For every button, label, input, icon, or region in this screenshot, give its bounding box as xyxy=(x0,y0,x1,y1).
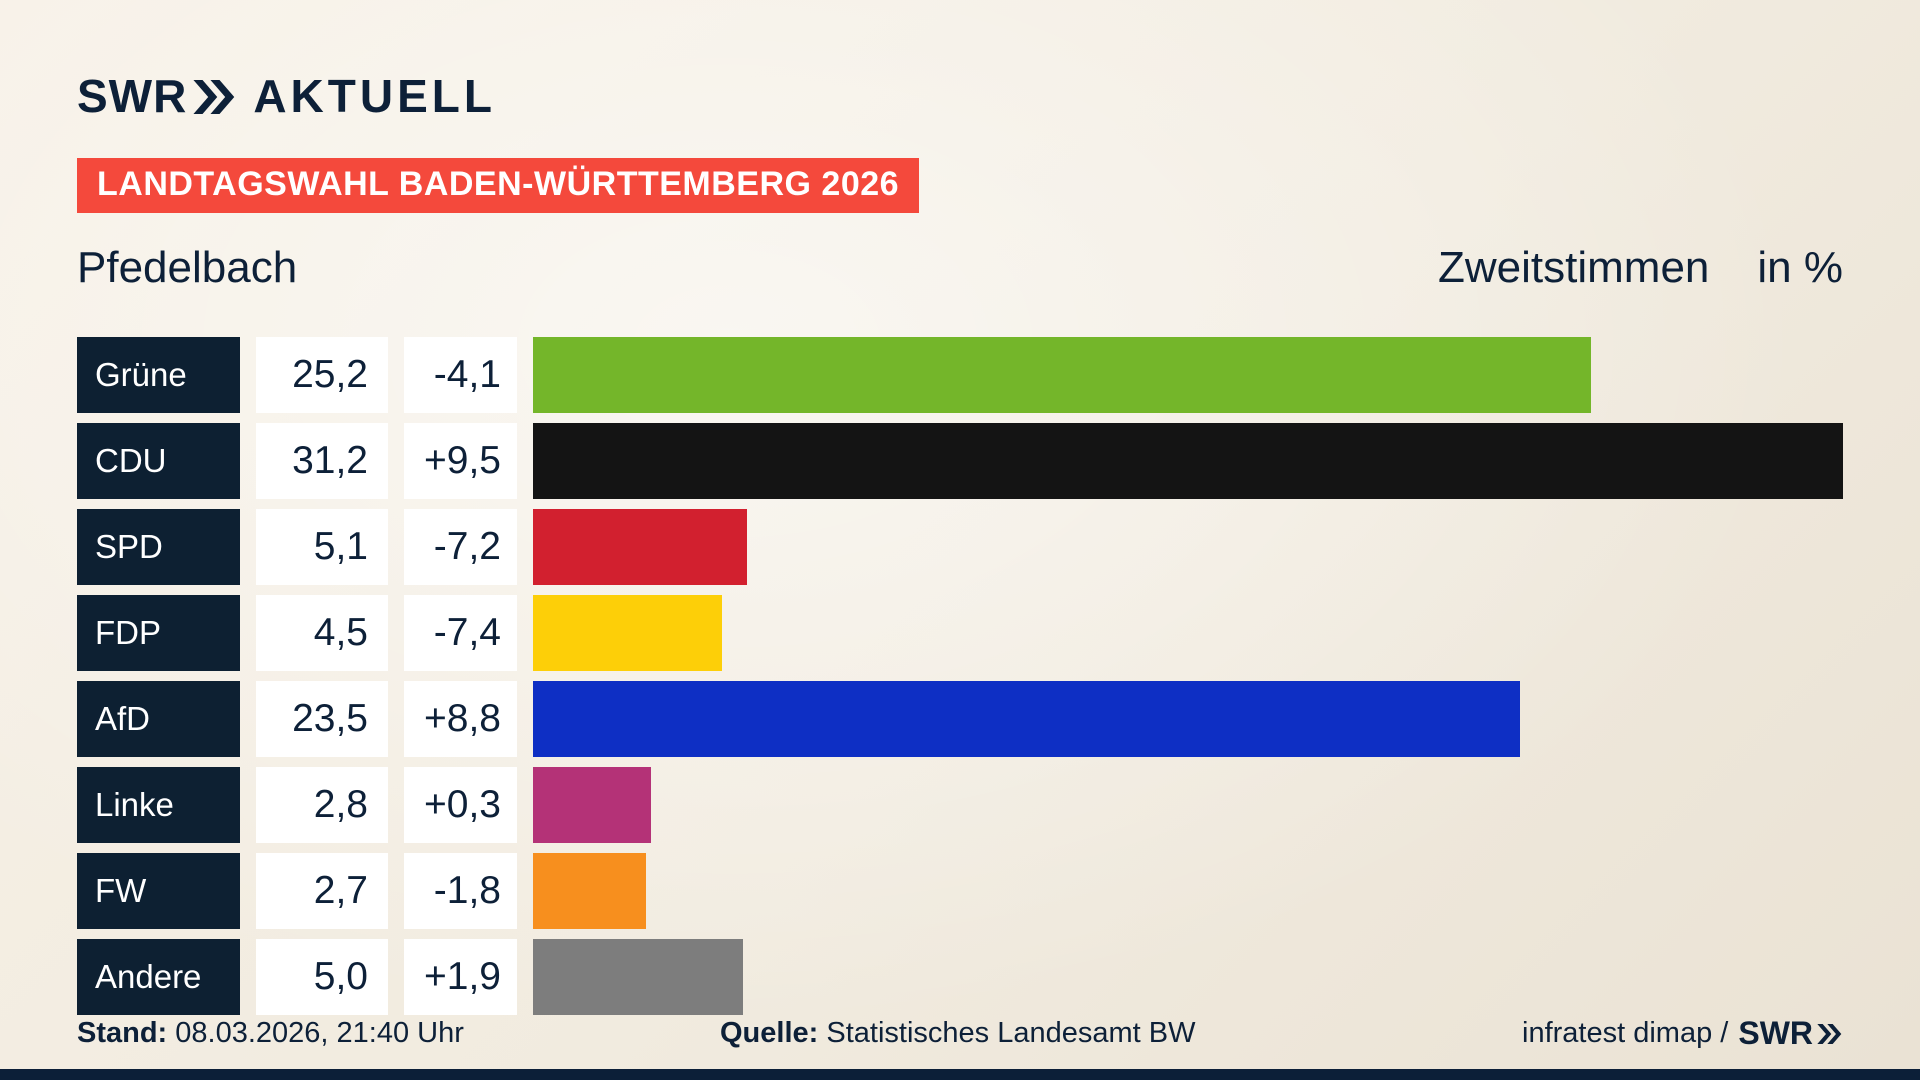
results-bar-chart: Grüne 25,2 -4,1 CDU 31,2 +9,5 SPD 5,1 -7… xyxy=(77,337,1843,1015)
result-bar xyxy=(533,337,1592,413)
swr-logo-text: SWR xyxy=(77,70,188,122)
party-row: Grüne 25,2 -4,1 xyxy=(77,337,1843,413)
party-change: -4,1 xyxy=(404,337,517,413)
party-change: +9,5 xyxy=(404,423,517,499)
bar-area xyxy=(533,423,1843,499)
result-bar xyxy=(533,939,743,1015)
party-row: Andere 5,0 +1,9 xyxy=(77,939,1843,1015)
party-row: SPD 5,1 -7,2 xyxy=(77,509,1843,585)
result-bar xyxy=(533,853,647,929)
bar-area xyxy=(533,337,1843,413)
bar-area xyxy=(533,681,1843,757)
party-change: -1,8 xyxy=(404,853,517,929)
party-change: -7,2 xyxy=(404,509,517,585)
stand-value: 08.03.2026, 21:40 Uhr xyxy=(175,1017,464,1049)
swr-mini-chevrons-icon xyxy=(1817,1023,1843,1044)
party-value: 5,0 xyxy=(256,939,388,1015)
result-bar xyxy=(533,595,722,671)
swr-mini-logo-text: SWR xyxy=(1738,1015,1813,1051)
footer: Stand: 08.03.2026, 21:40 Uhr Quelle: Sta… xyxy=(77,1015,1843,1052)
municipality-title: Pfedelbach xyxy=(77,243,298,292)
party-label: AfD xyxy=(77,681,240,757)
party-label: FDP xyxy=(77,595,240,671)
party-label: Linke xyxy=(77,767,240,843)
party-value: 25,2 xyxy=(256,337,388,413)
quelle-label: Quelle: xyxy=(720,1017,819,1049)
party-value: 23,5 xyxy=(256,681,388,757)
party-value: 2,7 xyxy=(256,853,388,929)
election-badge: LANDTAGSWAHL BADEN-WÜRTTEMBERG 2026 xyxy=(77,158,920,213)
bar-area xyxy=(533,939,1843,1015)
party-change: +0,3 xyxy=(404,767,517,843)
source: Quelle: Statistisches Landesamt BW xyxy=(720,1017,1522,1050)
party-label: Andere xyxy=(77,939,240,1015)
result-bar xyxy=(533,681,1520,757)
result-bar xyxy=(533,767,651,843)
party-row: AfD 23,5 +8,8 xyxy=(77,681,1843,757)
party-label: SPD xyxy=(77,509,240,585)
party-row: FDP 4,5 -7,4 xyxy=(77,595,1843,671)
credit: infratest dimap / SWR xyxy=(1522,1015,1843,1052)
party-label: Grüne xyxy=(77,337,240,413)
party-change: +8,8 xyxy=(404,681,517,757)
result-bar xyxy=(533,509,748,585)
bottom-navy-strip xyxy=(0,1069,1920,1080)
stand-label: Stand: xyxy=(77,1017,168,1049)
timestamp: Stand: 08.03.2026, 21:40 Uhr xyxy=(77,1017,720,1050)
result-bar xyxy=(533,423,1843,499)
credit-text: infratest dimap / xyxy=(1522,1017,1729,1049)
bar-area xyxy=(533,767,1843,843)
swr-aktuell-logo: SWR AKTUELL xyxy=(77,70,1843,122)
swr-chevrons-icon xyxy=(193,80,237,114)
vote-type-label: Zweitstimmen xyxy=(1438,243,1710,292)
party-value: 31,2 xyxy=(256,423,388,499)
party-value: 4,5 xyxy=(256,595,388,671)
party-row: FW 2,7 -1,8 xyxy=(77,853,1843,929)
party-value: 2,8 xyxy=(256,767,388,843)
bar-area xyxy=(533,509,1843,585)
party-change: -7,4 xyxy=(404,595,517,671)
party-label: CDU xyxy=(77,423,240,499)
aktuell-logo-text: AKTUELL xyxy=(253,70,496,122)
unit-label: in % xyxy=(1757,243,1843,292)
party-value: 5,1 xyxy=(256,509,388,585)
party-row: CDU 31,2 +9,5 xyxy=(77,423,1843,499)
swr-mini-logo: SWR xyxy=(1738,1015,1843,1052)
party-row: Linke 2,8 +0,3 xyxy=(77,767,1843,843)
party-change: +1,9 xyxy=(404,939,517,1015)
bar-area xyxy=(533,595,1843,671)
quelle-value: Statistisches Landesamt BW xyxy=(826,1017,1196,1049)
party-label: FW xyxy=(77,853,240,929)
bar-area xyxy=(533,853,1843,929)
